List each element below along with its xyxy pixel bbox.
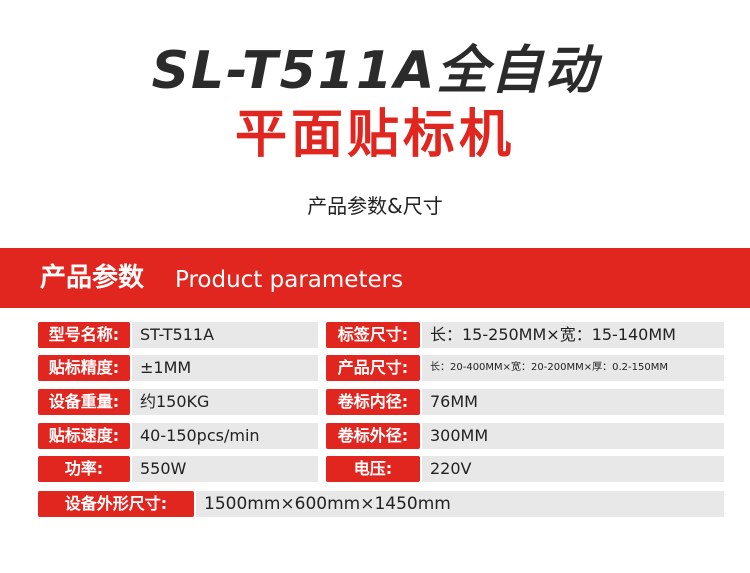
spec-label: 贴标精度: <box>38 355 130 381</box>
spec-label: 设备外形尺寸: <box>38 491 194 517</box>
spec-value: 长：20-400MM×宽：20-200MM×厚：0.2-150MM <box>422 355 724 381</box>
spec-value: 约150KG <box>132 389 318 415</box>
subtitle: 产品参数&尺寸 <box>307 194 443 218</box>
spec-label: 标签尺寸: <box>326 322 420 348</box>
spec-label: 设备重量: <box>38 389 130 415</box>
spec-value: 550W <box>132 456 318 482</box>
spec-label: 型号名称: <box>38 322 130 348</box>
spec-value: 76MM <box>422 389 724 415</box>
spec-value: 220V <box>422 456 724 482</box>
section-banner <box>0 248 750 308</box>
spec-value: 40-150pcs/min <box>132 423 318 449</box>
spec-value: ±1MM <box>132 355 318 381</box>
spec-value: 长：15-250MM×宽：15-140MM <box>422 322 724 348</box>
spec-label: 功率: <box>38 456 130 482</box>
spec-label: 电压: <box>326 456 420 482</box>
spec-value: 300MM <box>422 423 724 449</box>
spec-value: ST-T511A <box>132 322 318 348</box>
spec-label: 产品尺寸: <box>326 355 420 381</box>
section-title-en: Product parameters <box>175 267 404 293</box>
title-line1: SL-T511A全自动 <box>151 41 599 101</box>
section-title-cn: 产品参数 <box>40 263 145 293</box>
spec-label: 卷标外径: <box>326 423 420 449</box>
spec-label: 卷标内径: <box>326 389 420 415</box>
spec-value: 1500mm×600mm×1450mm <box>196 491 724 517</box>
title-line2: 平面贴标机 <box>234 105 515 165</box>
spec-label: 贴标速度: <box>38 423 130 449</box>
